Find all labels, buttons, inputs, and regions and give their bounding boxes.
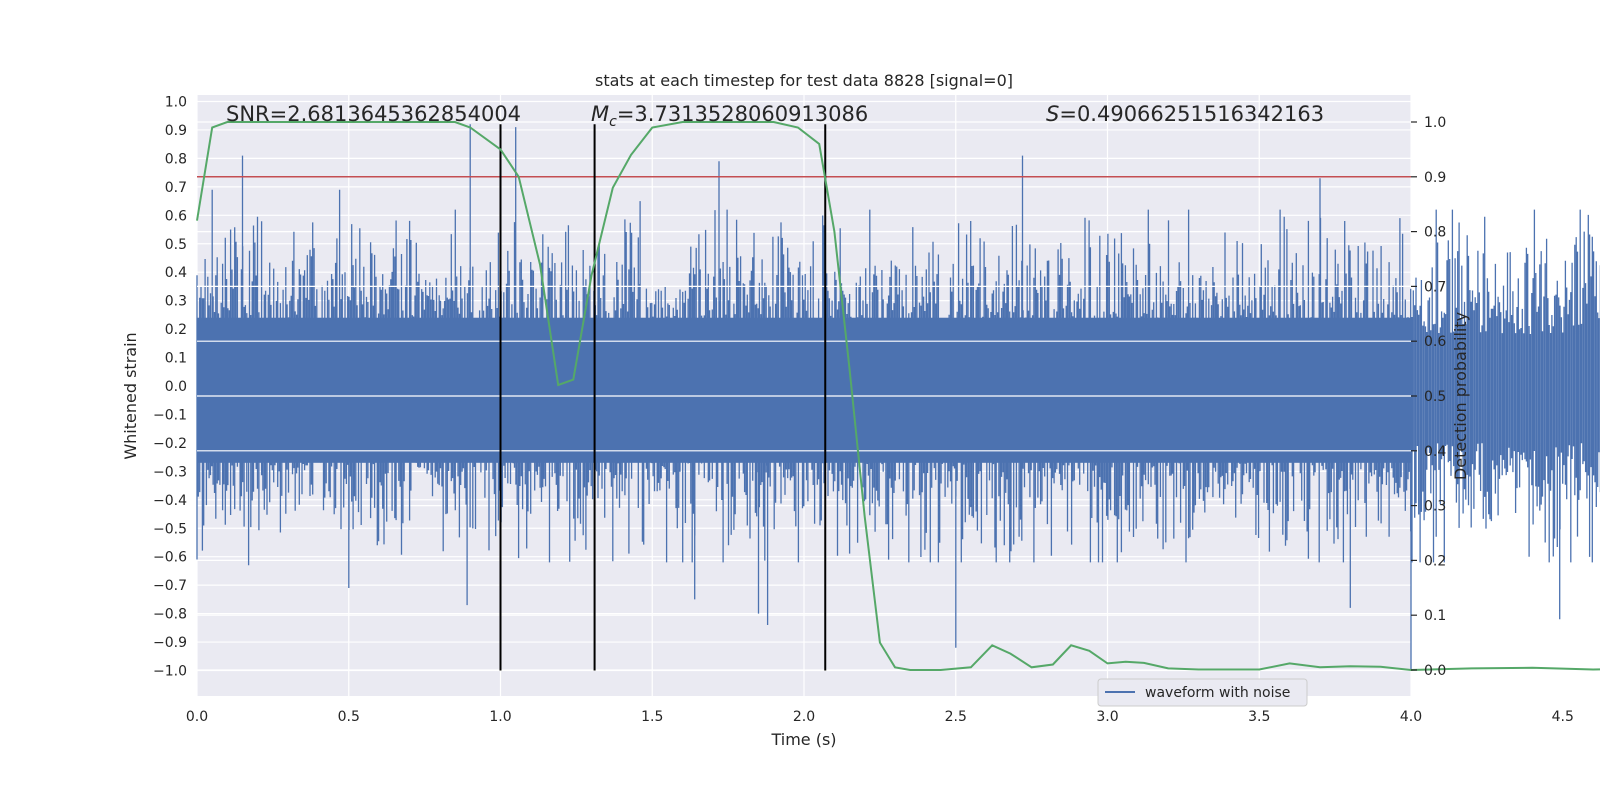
y-tick-label: −0.6 [153, 550, 187, 566]
y-axis-label: Whitened strain [121, 332, 140, 459]
y2-tick-label: 1.0 [1424, 115, 1446, 131]
x-tick-label: 1.0 [489, 709, 511, 725]
y-tick-label: 0.2 [165, 322, 187, 338]
y-tick-label: 0.9 [165, 123, 187, 139]
waveform-dense-band [197, 317, 1411, 463]
y2-tick-label: 0.7 [1424, 279, 1446, 295]
x-tick-label: 4.0 [1400, 709, 1422, 725]
y-tick-label: 0.8 [165, 151, 187, 167]
chirp-mass-subscript: c [609, 114, 617, 130]
y2-tick-label: 0.2 [1424, 553, 1446, 569]
y-tick-label: −1.0 [153, 664, 187, 680]
y2-axis-ticks: 1.0 0.9 0.8 0.7 0.6 0.5 0.4 0.3 0.2 0.1 0.0 [1411, 115, 1446, 679]
s-annotation: S=0.49066251516342163 [1046, 102, 1324, 126]
y-tick-label: −0.3 [153, 464, 187, 480]
y2-tick-label: 0.4 [1424, 444, 1446, 460]
x-tick-label: 2.0 [793, 709, 815, 725]
x-tick-label: 3.5 [1248, 709, 1270, 725]
y-tick-label: −0.5 [153, 521, 187, 537]
s-value: =0.49066251516342163 [1059, 102, 1324, 126]
y-tick-label: −0.8 [153, 607, 187, 623]
y2-tick-label: 0.0 [1424, 663, 1446, 679]
legend: waveform with noise [1097, 678, 1308, 707]
x-tick-label: 3.0 [1096, 709, 1118, 725]
y2-tick-label: 0.3 [1424, 499, 1446, 515]
chirp-mass-symbol: M [591, 102, 609, 126]
y2-axis-label: Detection probability [1451, 312, 1470, 480]
x-tick-label: 0.0 [186, 709, 208, 725]
chirp-mass-annotation: Mc=3.7313528060913086 [591, 102, 868, 130]
x-axis-ticks: 0.00.51.01.52.02.53.03.54.04.55.05.56.06… [186, 709, 1574, 725]
y-axis-ticks: 1.0 0.9 0.8 0.7 0.6 0.5 0.4 0.3 0.2 0.1 0.0 −0.1 −0.… [153, 95, 187, 680]
snr-annotation: SNR=2.6813645362854004 [226, 102, 521, 126]
y-tick-label: −0.4 [153, 493, 187, 509]
x-tick-label: 2.5 [945, 709, 967, 725]
waveform-with-noise-series [196, 124, 1600, 671]
y-tick-label: 1.0 [165, 95, 187, 111]
legend-label: waveform with noise [1145, 685, 1290, 701]
y-tick-label: 0.7 [165, 180, 187, 196]
s-symbol: S [1046, 102, 1059, 126]
y-tick-label: 0.1 [165, 351, 187, 367]
chirp-mass-value: =3.7313528060913086 [617, 102, 868, 126]
vertical-markers [499, 124, 827, 671]
y-tick-label: −0.1 [153, 407, 187, 423]
y-tick-label: 0.0 [165, 379, 187, 395]
x-tick-label: 1.5 [641, 709, 663, 725]
y-tick-label: 0.4 [165, 265, 187, 281]
y2-tick-label: 0.5 [1424, 389, 1446, 405]
legend-box [1097, 678, 1308, 707]
y2-tick-label: 0.6 [1424, 334, 1446, 350]
y-tick-label: 0.3 [165, 294, 187, 310]
y2-tick-label: 0.8 [1424, 225, 1446, 241]
detection-probability-line [196, 121, 1600, 672]
y-tick-label: 0.5 [165, 237, 187, 253]
x-axis-label: Time (s) [770, 730, 836, 749]
y2-tick-label: 0.9 [1424, 170, 1446, 186]
y-tick-label: −0.7 [153, 578, 187, 594]
y-tick-label: 0.6 [165, 208, 187, 224]
y-tick-label: −0.2 [153, 436, 187, 452]
y-tick-label: −0.9 [153, 635, 187, 651]
x-tick-label: 4.5 [1552, 709, 1574, 725]
y2-tick-label: 0.1 [1424, 608, 1446, 624]
x-tick-label: 0.5 [338, 709, 360, 725]
chart-title: stats at each timestep for test data 882… [595, 71, 1013, 90]
